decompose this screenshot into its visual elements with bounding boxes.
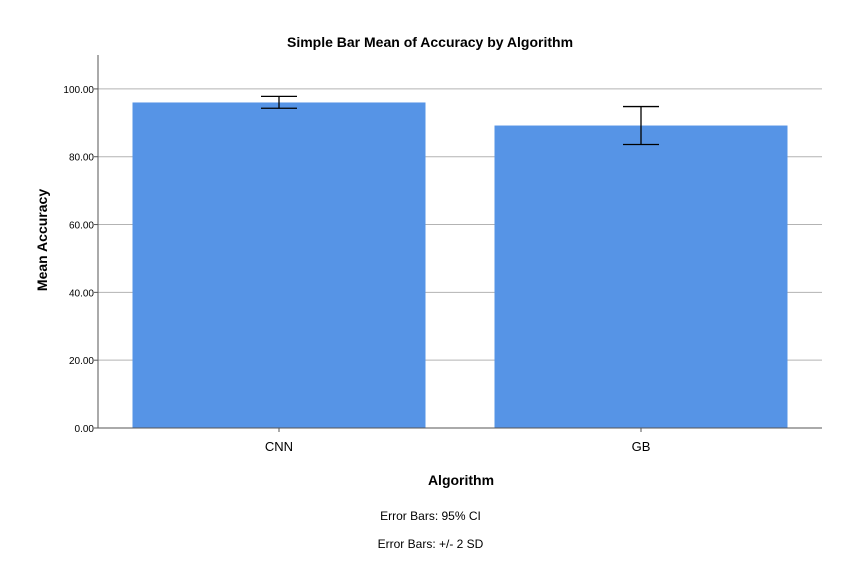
- y-tick-label: 40.00: [69, 288, 94, 299]
- y-tick-label: 80.00: [69, 153, 94, 164]
- x-tick-label-gb: GB: [632, 439, 651, 454]
- error-bars-ci-note: Error Bars: 95% CI: [380, 509, 481, 523]
- chart-title: Simple Bar Mean of Accuracy by Algorithm: [287, 34, 573, 50]
- x-axis-label: Algorithm: [428, 472, 494, 488]
- y-tick-label: 20.00: [69, 356, 94, 367]
- error-bars-sd-note: Error Bars: +/- 2 SD: [377, 537, 484, 551]
- y-tick-label: 100.00: [63, 85, 94, 96]
- error-bar-gb: [623, 105, 659, 146]
- y-tick-label: 60.00: [69, 221, 94, 232]
- bar-gb: [494, 125, 788, 428]
- bars: [132, 102, 788, 429]
- error-bars: [261, 95, 659, 146]
- bar-cnn: [132, 102, 426, 429]
- y-axis-label: Mean Accuracy: [34, 189, 50, 291]
- x-tick-label-cnn: CNN: [265, 439, 293, 454]
- axes: [94, 55, 822, 432]
- error-bar-cnn: [261, 95, 297, 109]
- labels: Simple Bar Mean of Accuracy by Algorithm…: [34, 34, 650, 488]
- y-tick-label: 0.00: [75, 424, 95, 435]
